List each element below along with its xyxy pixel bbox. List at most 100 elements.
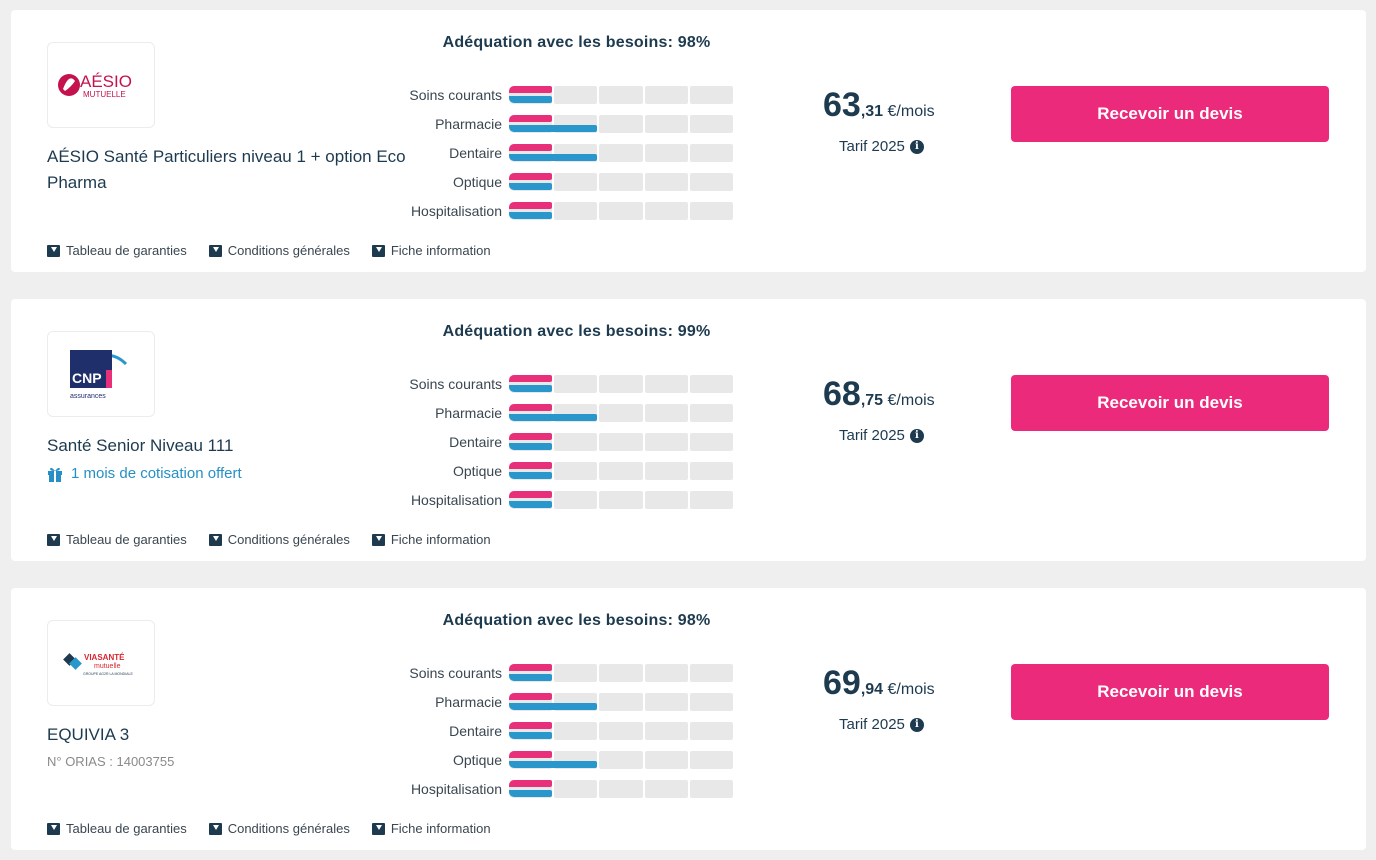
document-links: Tableau de garanties Conditions générale… — [47, 821, 491, 836]
coverage-level-bar — [509, 789, 553, 797]
coverage-segment — [554, 461, 598, 480]
need-level-bar — [509, 403, 553, 411]
info-icon[interactable]: i — [909, 139, 924, 154]
coverage-segment — [554, 201, 598, 220]
coverage-row: Hospitalisation — [361, 774, 734, 803]
need-level-bar — [509, 721, 553, 729]
coverage-segment — [599, 403, 643, 422]
coverage-row: Soins courants — [361, 369, 734, 398]
coverage-segment — [644, 490, 688, 509]
coverage-row: Soins courants — [361, 80, 734, 109]
conditions-generales-link[interactable]: Conditions générales — [208, 821, 350, 836]
coverage-label: Optique — [452, 173, 502, 190]
coverage-segment — [644, 663, 688, 682]
coverage-bar — [509, 172, 734, 191]
coverage-level-bar — [509, 153, 598, 161]
orias-number: N° ORIAS : 14003755 — [47, 754, 175, 769]
coverage-label: Dentaire — [449, 722, 502, 739]
coverage-level-bar — [509, 413, 598, 421]
coverage-segment — [644, 432, 688, 451]
coverage-bar — [509, 779, 734, 798]
tableau-garanties-link[interactable]: Tableau de garanties — [47, 821, 187, 836]
need-level-bar — [509, 750, 553, 758]
coverage-segment — [554, 85, 598, 104]
coverage-segment — [689, 374, 734, 393]
coverage-segment — [554, 490, 598, 509]
coverage-label: Optique — [452, 462, 502, 479]
coverage-segment — [554, 172, 598, 191]
coverage-segment — [599, 201, 643, 220]
get-quote-button[interactable]: Recevoir un devis — [1011, 375, 1329, 431]
offer-card: CNP assurances Santé Senior Niveau 111 1… — [11, 299, 1366, 561]
aesio-logo-icon: AÉSIO MUTUELLE — [58, 72, 132, 99]
gift-icon — [48, 467, 62, 482]
conditions-generales-link[interactable]: Conditions générales — [208, 243, 350, 258]
coverage-row: Hospitalisation — [361, 485, 734, 514]
svg-text:AÉSIO: AÉSIO — [80, 72, 132, 91]
coverage-segment — [599, 172, 643, 191]
coverage-level-bar — [509, 442, 553, 450]
need-level-bar — [509, 490, 553, 498]
tableau-garanties-link[interactable]: Tableau de garanties — [47, 532, 187, 547]
coverage-segment — [689, 692, 734, 711]
coverage-row: Dentaire — [361, 427, 734, 456]
promo-offer: 1 mois de cotisation offert — [47, 465, 242, 482]
get-quote-button[interactable]: Recevoir un devis — [1011, 86, 1329, 142]
need-level-bar — [509, 114, 553, 122]
get-quote-button[interactable]: Recevoir un devis — [1011, 664, 1329, 720]
coverage-segment — [644, 374, 688, 393]
coverage-bar — [509, 114, 734, 133]
coverage-segment — [554, 374, 598, 393]
coverage-level-bar — [509, 211, 553, 219]
conditions-generales-link[interactable]: Conditions générales — [208, 532, 350, 547]
coverage-label: Pharmacie — [435, 404, 502, 421]
coverage-segment — [689, 114, 734, 133]
coverage-segment — [644, 692, 688, 711]
coverage-segment — [599, 374, 643, 393]
svg-text:GROUPE AG2R LA MONDIALE: GROUPE AG2R LA MONDIALE — [83, 672, 133, 676]
coverage-segment — [689, 490, 734, 509]
need-level-bar — [509, 663, 553, 671]
coverage-bar — [509, 85, 734, 104]
coverage-label: Soins courants — [409, 664, 502, 681]
need-level-bar — [509, 85, 553, 93]
svg-text:mutuelle: mutuelle — [94, 663, 121, 670]
coverage-level-bar — [509, 760, 598, 768]
coverage-level-bar — [509, 471, 553, 479]
coverage-label: Optique — [452, 751, 502, 768]
coverage-segment — [599, 432, 643, 451]
coverage-label: Soins courants — [409, 86, 502, 103]
coverage-segment — [689, 403, 734, 422]
fiche-information-link[interactable]: Fiche information — [371, 821, 491, 836]
coverage-label: Pharmacie — [435, 693, 502, 710]
coverage-segment — [554, 779, 598, 798]
coverage-label: Pharmacie — [435, 115, 502, 132]
coverage-bar — [509, 143, 734, 162]
info-icon[interactable]: i — [909, 428, 924, 443]
need-level-bar — [509, 692, 553, 700]
coverage-segment — [689, 663, 734, 682]
download-icon — [47, 244, 60, 257]
product-name: Santé Senior Niveau 111 — [47, 436, 234, 455]
tableau-garanties-link[interactable]: Tableau de garanties — [47, 243, 187, 258]
coverage-row: Pharmacie — [361, 398, 734, 427]
fiche-information-link[interactable]: Fiche information — [371, 243, 491, 258]
viasante-logo-icon: VIASANTÉ mutuelle GROUPE AG2R LA MONDIAL… — [63, 653, 133, 676]
coverage-bar — [509, 750, 734, 769]
offer-card: AÉSIO MUTUELLE AÉSIO Santé Particuliers … — [11, 10, 1366, 272]
coverage-segment — [554, 663, 598, 682]
fiche-information-link[interactable]: Fiche information — [371, 532, 491, 547]
coverage-level-bar — [509, 95, 553, 103]
coverage-label: Hospitalisation — [410, 780, 502, 797]
coverage-bar — [509, 201, 734, 220]
coverage-segment — [599, 663, 643, 682]
download-icon — [371, 533, 385, 546]
offer-card: VIASANTÉ mutuelle GROUPE AG2R LA MONDIAL… — [11, 588, 1366, 850]
coverage-row: Dentaire — [361, 716, 734, 745]
svg-text:CNP: CNP — [72, 370, 102, 386]
document-links: Tableau de garanties Conditions générale… — [47, 243, 491, 258]
info-icon[interactable]: i — [909, 717, 924, 732]
need-level-bar — [509, 143, 553, 151]
coverage-segment — [599, 779, 643, 798]
match-score: Adéquation avec les besoins: 98% — [442, 612, 711, 629]
